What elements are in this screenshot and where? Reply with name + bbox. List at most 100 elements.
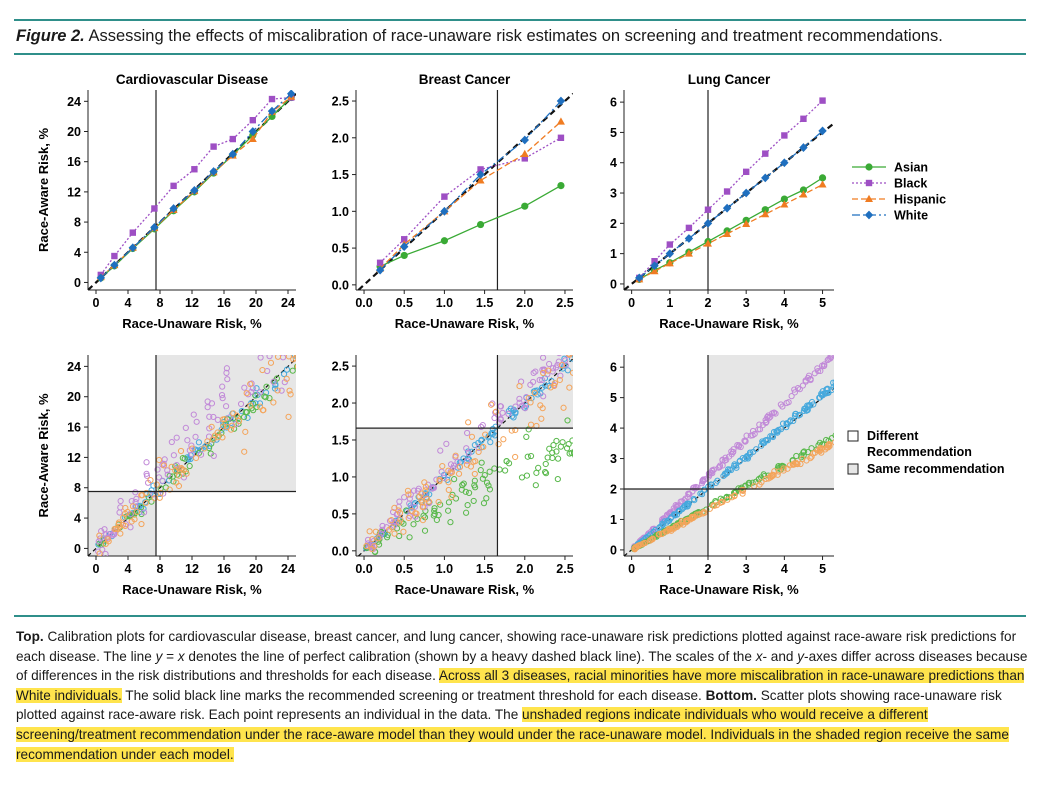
- scatter-point: [503, 458, 510, 465]
- x-tick-label: 2.5: [556, 562, 573, 576]
- scatter-point: [805, 403, 812, 410]
- scatter-point: [783, 420, 790, 427]
- y-tick-label: 0.0: [332, 278, 349, 292]
- scatter-point: [482, 431, 489, 438]
- scatter-point: [391, 504, 398, 511]
- scatter-point: [489, 429, 496, 436]
- chart-panel-3: Lung Cancer 0 1 2 3 4 5 0 1 2 3 4 5 6 Race-Unaware Ris…: [610, 72, 834, 331]
- y-tick-label: 4: [610, 422, 617, 436]
- scatter-point: [742, 438, 749, 445]
- scatter-point: [719, 457, 726, 464]
- y-tick-label: 0: [610, 543, 617, 557]
- scatter-point: [286, 342, 291, 347]
- scatter-point: [436, 476, 443, 483]
- scatter-point: [403, 507, 410, 514]
- scatter-point: [237, 400, 245, 408]
- scatter-point: [477, 423, 485, 431]
- scatter-point: [576, 351, 581, 356]
- scatter-point: [814, 365, 821, 372]
- scatter-point: [716, 463, 723, 471]
- scatter-point: [386, 517, 394, 525]
- scatter-point: [204, 438, 211, 445]
- y-tick-label: 24: [67, 95, 81, 109]
- scatter-point: [142, 499, 149, 507]
- y-tick-label: 12: [67, 451, 81, 465]
- scatter-point: [478, 459, 485, 466]
- scatter-point: [193, 418, 200, 425]
- series-black: [376, 134, 565, 266]
- scatter-point: [377, 530, 385, 537]
- x-tick-label: 3: [743, 562, 750, 576]
- scatter-point: [422, 483, 429, 491]
- scatter-point: [396, 532, 403, 540]
- scatter-point: [400, 520, 407, 527]
- chart-panel-1: Cardiovascular Disease 0 4 8 12 16 20 24 0 4 8 12 16…: [36, 72, 296, 331]
- data-point-black: [781, 132, 788, 139]
- scatter-point: [214, 429, 221, 436]
- scatter-point: [472, 484, 479, 491]
- scatter-point: [160, 462, 168, 469]
- scatter-point: [411, 503, 418, 510]
- scatter-point: [433, 476, 440, 483]
- data-point-black: [666, 241, 674, 248]
- data-point-black: [111, 252, 118, 260]
- scatter-point: [731, 489, 739, 496]
- scatter-point: [102, 550, 109, 556]
- scatter-point: [379, 526, 386, 533]
- scatter-point: [372, 528, 379, 535]
- chart-title: Breast Cancer: [419, 72, 511, 87]
- data-point-black: [210, 143, 217, 150]
- series-line-hispanic: [379, 121, 562, 270]
- scatter-point: [405, 514, 412, 522]
- scatter-point: [400, 528, 407, 535]
- scatter-point: [735, 442, 743, 449]
- scatter-point: [572, 448, 573, 453]
- title-rule: [14, 53, 1026, 55]
- scatter-point: [431, 507, 438, 514]
- scatter-point: [122, 510, 129, 517]
- scatter-point: [719, 498, 726, 506]
- scatter-point: [464, 429, 471, 437]
- scatter-point: [753, 446, 760, 453]
- x-tick-label: 12: [185, 562, 199, 576]
- scatter-point: [545, 367, 552, 374]
- scatter-point: [266, 355, 273, 360]
- scatter-point: [204, 404, 211, 411]
- scatter-point: [175, 482, 183, 490]
- scatter-point: [491, 414, 498, 422]
- x-tick-label: 0: [628, 296, 635, 310]
- data-point-hispanic: [556, 117, 565, 125]
- scatter-point: [274, 346, 279, 351]
- scatter-point: [445, 507, 452, 514]
- scatter-point: [252, 400, 259, 407]
- caption-x-italic: x: [755, 648, 763, 664]
- scatter-point: [412, 510, 419, 517]
- scatter-point: [632, 543, 640, 551]
- scatter-point: [777, 401, 784, 408]
- scatter-point: [832, 383, 834, 389]
- scatter-point: [572, 453, 573, 458]
- scatter-point: [485, 482, 492, 489]
- scatter-point: [545, 360, 553, 368]
- scatter-point: [260, 407, 267, 414]
- y-tick-label: 4: [74, 246, 81, 260]
- scatter-point: [366, 528, 373, 535]
- scatter-point: [534, 391, 541, 398]
- scatter-point: [460, 480, 467, 487]
- scatter-point: [208, 423, 215, 430]
- scatter-point: [450, 462, 458, 469]
- chart-panel-6: 0 1 2 3 4 5 0 1 2 3 4 5 6 Race-Unaware Risk, %: [610, 355, 834, 597]
- scatter-point: [287, 391, 294, 398]
- scatter-point: [471, 477, 478, 484]
- scatter-point: [138, 520, 145, 528]
- scatter-point: [554, 475, 561, 483]
- data-point-black: [249, 116, 256, 124]
- series-line-black: [379, 137, 562, 264]
- caption-text-6: Scatter plots showing race-unaware risk …: [16, 687, 1002, 723]
- data-point-white: [128, 243, 137, 253]
- y-tick-label: 8: [74, 216, 81, 230]
- series-white: [635, 126, 827, 283]
- scatter-point: [569, 369, 573, 376]
- scatter-point: [375, 535, 382, 542]
- scatter-point: [705, 470, 713, 477]
